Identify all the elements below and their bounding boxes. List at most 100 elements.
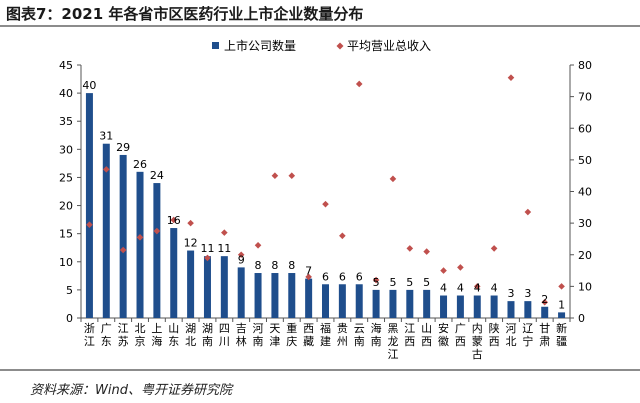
bar [456, 295, 464, 318]
revenue-marker [119, 246, 127, 254]
right-tick-label: 0 [578, 312, 585, 325]
category-label: 天津 [269, 322, 280, 348]
category-label: 浙江 [84, 322, 95, 348]
bar-value-label: 8 [255, 259, 262, 272]
revenue-marker [305, 273, 312, 281]
bar [136, 171, 144, 318]
left-tick-label: 45 [59, 59, 73, 72]
revenue-marker [406, 245, 414, 252]
bar [187, 250, 195, 318]
bar [254, 273, 262, 318]
category-label: 河北 [505, 322, 516, 348]
revenue-marker [187, 219, 194, 227]
bar [338, 284, 346, 318]
revenue-marker [558, 283, 565, 290]
left-tick-label: 5 [66, 284, 73, 297]
bar [524, 301, 532, 318]
bar-value-label: 29 [116, 141, 130, 154]
bar [305, 278, 313, 318]
bar-value-label: 1 [558, 298, 565, 311]
category-label: 湖北 [185, 322, 196, 348]
revenue-marker [473, 283, 481, 290]
bar [322, 284, 329, 318]
revenue-marker [524, 208, 532, 216]
category-label: 山东 [168, 322, 179, 348]
legend-marker-swatch [336, 42, 344, 50]
revenue-marker [440, 267, 447, 274]
bar [558, 312, 566, 318]
category-label: 北京 [135, 322, 146, 348]
category-label: 江西 [404, 322, 415, 348]
figure-title: 图表7：2021 年各省市区医药行业上市企业数量分布 [6, 5, 364, 23]
bar-value-label: 3 [524, 287, 531, 300]
bar-value-label: 6 [356, 270, 363, 283]
legend-bar-label: 上市公司数量 [224, 38, 296, 53]
revenue-marker [541, 298, 549, 306]
bar-value-label: 16 [167, 214, 181, 227]
right-tick-label: 10 [578, 280, 592, 293]
revenue-marker [288, 172, 296, 179]
top-divider [0, 25, 640, 27]
bar-value-label: 5 [389, 276, 396, 289]
revenue-marker [254, 241, 262, 249]
category-label: 福建 [320, 321, 331, 348]
revenue-marker [271, 172, 279, 179]
bar [203, 256, 211, 318]
right-tick-label: 30 [578, 217, 592, 230]
bar [85, 93, 93, 318]
category-label: 安徽 [438, 321, 449, 348]
bar [507, 301, 515, 318]
bar-value-label: 3 [507, 287, 514, 300]
bar-value-label: 4 [440, 282, 447, 295]
bar [153, 183, 161, 318]
right-tick-label: 70 [578, 91, 592, 104]
revenue-marker [204, 254, 211, 262]
bar-value-label: 6 [339, 270, 346, 283]
source-note: 资料来源：Wind、粤开证券研究院 [30, 383, 232, 398]
bar [355, 284, 363, 318]
category-label: 河南 [253, 322, 264, 348]
left-tick-label: 15 [59, 228, 73, 241]
bar-value-label: 6 [322, 270, 329, 283]
bar-value-label: 31 [99, 130, 113, 143]
bar [473, 295, 481, 318]
category-label: 四川 [219, 322, 230, 348]
bar [237, 267, 245, 318]
right-tick-label: 20 [578, 249, 592, 262]
bar [440, 295, 448, 318]
category-label: 海南 [371, 321, 382, 348]
bar-value-label: 2 [541, 293, 548, 306]
bar [220, 256, 228, 318]
chart-legend: 上市公司数量 平均营业总收入 [212, 38, 431, 53]
bar [119, 154, 127, 318]
left-tick-label: 20 [59, 200, 73, 213]
bar-value-label: 12 [184, 237, 198, 250]
bar-value-label: 24 [150, 169, 164, 182]
chart-axes: 05101520253035404501020304050607080浙江广东江… [59, 59, 592, 361]
bar-value-label: 4 [474, 282, 481, 295]
revenue-marker [136, 234, 144, 241]
revenue-marker [86, 221, 93, 229]
legend-marker-label: 平均营业总收入 [347, 39, 431, 53]
bar [541, 306, 549, 318]
category-label: 江苏 [118, 322, 129, 348]
bar-value-label: 7 [305, 265, 312, 278]
bar-value-label: 5 [373, 276, 380, 289]
revenue-marker [221, 229, 228, 236]
revenue-marker [372, 276, 380, 284]
category-label: 内蒙古 [472, 321, 483, 361]
left-tick-label: 10 [59, 256, 73, 269]
revenue-marker [237, 251, 245, 259]
revenue-marker [355, 80, 363, 88]
revenue-marker [170, 216, 178, 224]
revenue-marker [507, 74, 515, 81]
revenue-marker [102, 166, 110, 173]
bar [389, 289, 397, 318]
revenue-marker [457, 264, 464, 271]
revenue-marker [339, 232, 346, 240]
revenue-marker [490, 245, 498, 252]
category-label: 重庆 [286, 321, 297, 348]
left-tick-label: 30 [59, 143, 73, 156]
right-tick-label: 50 [578, 154, 592, 167]
